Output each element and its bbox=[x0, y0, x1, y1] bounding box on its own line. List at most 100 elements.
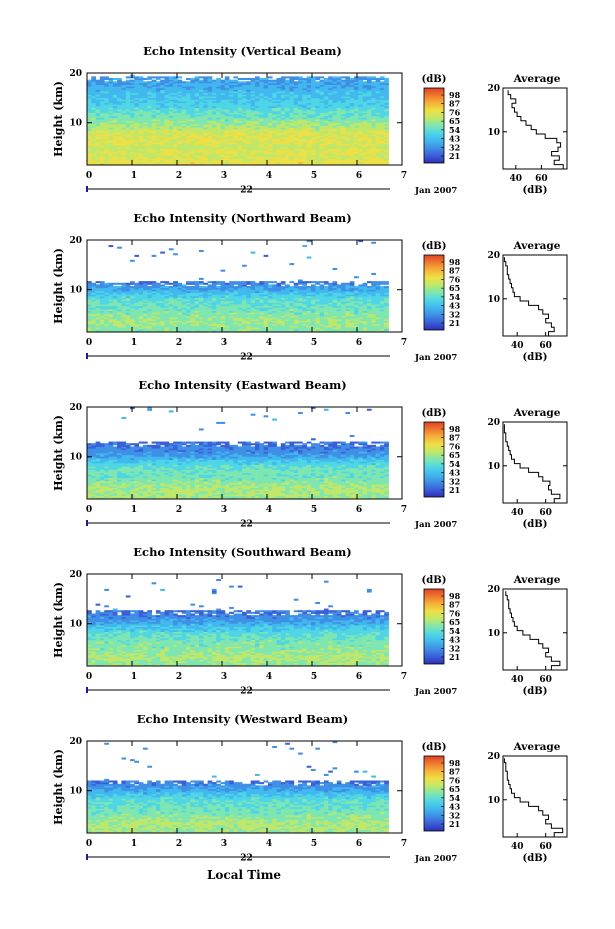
heatmap-cell bbox=[91, 92, 97, 95]
heatmap-cell bbox=[203, 304, 208, 307]
heatmap-cell bbox=[229, 135, 234, 138]
heatmap-cell bbox=[371, 110, 376, 113]
heatmap-cell bbox=[207, 318, 213, 321]
heatmap-cell bbox=[379, 87, 385, 90]
heatmap-cell bbox=[203, 161, 208, 164]
heatmap-cell bbox=[384, 145, 389, 148]
heatmap-cell bbox=[160, 110, 165, 113]
heatmap-cell bbox=[216, 115, 221, 118]
heatmap-cell bbox=[168, 122, 174, 125]
heatmap-cell bbox=[151, 119, 157, 122]
heatmap-cell bbox=[371, 140, 376, 143]
heatmap-cell bbox=[95, 327, 101, 330]
heatmap-cell bbox=[328, 110, 333, 113]
heatmap-cell bbox=[186, 132, 191, 135]
heatmap-cell bbox=[246, 135, 252, 138]
heatmap-cell bbox=[280, 89, 286, 92]
heatmap-cell bbox=[246, 309, 252, 312]
heatmap-cell bbox=[384, 107, 389, 110]
heatmap-cell bbox=[349, 122, 355, 125]
heatmap-cell bbox=[345, 91, 351, 94]
heatmap-cell bbox=[242, 327, 247, 330]
heatmap-cell bbox=[371, 125, 376, 128]
heatmap-cell bbox=[112, 330, 118, 333]
heatmap-cell bbox=[125, 327, 131, 330]
heatmap-cell bbox=[142, 109, 148, 112]
heatmap-cell bbox=[276, 137, 282, 140]
heatmap-cell bbox=[349, 161, 355, 164]
heatmap-cell bbox=[220, 163, 226, 166]
heatmap-cell bbox=[194, 305, 200, 308]
heatmap-cell bbox=[371, 323, 376, 326]
heatmap-cell bbox=[117, 96, 122, 99]
heatmap-cell bbox=[246, 313, 252, 316]
heatmap-cell bbox=[91, 310, 97, 313]
heatmap-cell bbox=[207, 132, 213, 135]
heatmap-cell bbox=[259, 307, 264, 310]
heatmap-cell bbox=[164, 105, 170, 108]
heatmap-cell bbox=[366, 122, 372, 125]
heatmap-cell bbox=[194, 117, 200, 120]
heatmap-cell bbox=[194, 96, 200, 99]
heatmap-cell bbox=[91, 102, 97, 105]
heatmap-cell bbox=[242, 309, 247, 312]
heatmap-cell bbox=[366, 322, 372, 325]
heatmap-cell bbox=[87, 87, 92, 90]
heatmap-cell bbox=[160, 320, 165, 323]
heatmap-cell bbox=[190, 150, 196, 153]
heatmap-cell bbox=[147, 122, 153, 125]
heatmap-cell bbox=[306, 153, 312, 156]
heatmap-cell bbox=[285, 312, 290, 315]
heatmap-cell bbox=[254, 148, 260, 151]
heatmap-cell bbox=[298, 155, 303, 158]
heatmap-cell bbox=[375, 145, 381, 148]
heatmap-cell bbox=[211, 115, 217, 118]
heatmap-cell bbox=[285, 320, 290, 323]
heatmap-cell bbox=[229, 82, 234, 85]
heatmap-cell bbox=[117, 302, 122, 305]
heatmap-cell bbox=[354, 146, 359, 149]
heatmap-cell bbox=[108, 140, 114, 143]
heatmap-cell bbox=[272, 160, 277, 163]
heatmap-cell bbox=[138, 133, 144, 136]
heatmap-cell bbox=[220, 313, 226, 316]
heatmap-cell bbox=[203, 313, 208, 316]
heatmap-cell bbox=[211, 163, 217, 166]
heatmap-cell bbox=[272, 91, 277, 94]
heatmap-cell bbox=[289, 305, 295, 308]
heatmap-cell bbox=[345, 132, 351, 135]
heatmap-cell bbox=[121, 161, 127, 164]
heatmap-cell bbox=[160, 127, 165, 130]
heatmap-cell bbox=[302, 112, 308, 115]
heatmap-cell bbox=[276, 322, 282, 325]
heatmap-cell bbox=[237, 101, 243, 104]
heatmap-cell bbox=[280, 307, 286, 310]
heatmap-cell bbox=[302, 325, 308, 328]
heatmap-cell bbox=[259, 81, 264, 84]
heatmap-cell bbox=[289, 97, 295, 100]
heatmap-cell bbox=[254, 318, 260, 321]
heatmap-cell bbox=[108, 115, 114, 118]
heatmap-cell bbox=[323, 110, 329, 113]
heatmap-cell bbox=[216, 105, 221, 108]
heatmap-cell bbox=[354, 140, 359, 143]
heatmap-cell bbox=[216, 155, 221, 158]
heatmap-cell bbox=[211, 104, 217, 107]
heatmap-cell bbox=[91, 101, 97, 104]
heatmap-cell bbox=[319, 127, 325, 130]
heatmap-cell bbox=[371, 99, 376, 102]
heatmap-cell bbox=[155, 151, 161, 154]
heatmap-cell bbox=[354, 313, 359, 316]
heatmap-cell bbox=[285, 155, 290, 158]
heatmap-cell bbox=[298, 114, 303, 117]
heatmap-cell bbox=[375, 318, 381, 321]
heatmap-cell bbox=[173, 151, 178, 154]
heatmap-cell bbox=[371, 155, 376, 158]
heatmap-cell bbox=[362, 102, 368, 105]
heatmap-cell bbox=[345, 143, 351, 146]
heatmap-cell bbox=[91, 97, 97, 100]
heatmap-cell bbox=[99, 317, 105, 320]
heatmap-cell bbox=[134, 78, 140, 81]
heatmap-cell bbox=[371, 328, 376, 331]
x-tick-label: 3 bbox=[221, 171, 227, 181]
